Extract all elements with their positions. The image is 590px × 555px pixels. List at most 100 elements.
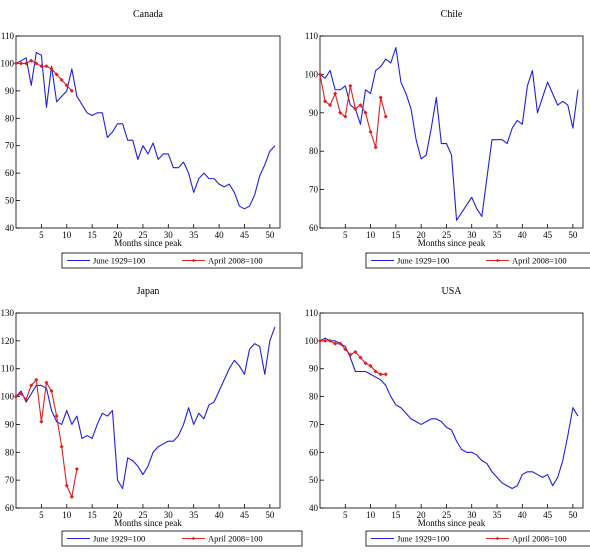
- x-tick-label: 45: [543, 510, 553, 520]
- x-tick-label: 35: [189, 230, 199, 240]
- x-tick-label: 50: [568, 230, 578, 240]
- data-point: [369, 130, 373, 134]
- x-tick-label: 35: [189, 510, 199, 520]
- data-point: [40, 420, 44, 424]
- data-point: [75, 467, 79, 471]
- data-point: [374, 146, 378, 150]
- x-tick-label: 10: [62, 510, 72, 520]
- legend-label-april-2008: April 2008=100: [512, 534, 567, 544]
- chart-title: Japan: [137, 286, 160, 297]
- data-point: [323, 339, 327, 343]
- data-point: [65, 484, 69, 488]
- x-tick-label: 5: [343, 230, 348, 240]
- x-tick-label: 15: [391, 510, 401, 520]
- legend-label-april-2008: April 2008=100: [208, 256, 263, 266]
- y-tick-label: 90: [309, 364, 319, 374]
- y-tick-label: 60: [309, 223, 319, 233]
- legend-label-april-2008: April 2008=100: [208, 534, 263, 544]
- series-line-april-2008: [320, 74, 386, 147]
- x-axis-label: Months since peak: [114, 518, 182, 528]
- y-tick-label: 60: [309, 447, 319, 457]
- legend-label-june-1929: June 1929=100: [93, 534, 145, 544]
- chart-title: Canada: [133, 9, 164, 20]
- data-point: [19, 62, 23, 66]
- y-tick-label: 90: [5, 86, 15, 96]
- y-tick-label: 70: [5, 141, 15, 151]
- y-tick-label: 110: [1, 31, 15, 41]
- x-tick-label: 15: [391, 230, 401, 240]
- x-axis-label: Months since peak: [418, 238, 486, 248]
- x-tick-label: 50: [568, 510, 578, 520]
- x-tick-label: 45: [543, 230, 553, 240]
- data-point: [384, 115, 388, 119]
- y-tick-label: 130: [1, 308, 15, 318]
- x-tick-label: 15: [88, 510, 98, 520]
- y-tick-label: 120: [1, 336, 15, 346]
- series-line-june-1929: [16, 52, 275, 208]
- x-tick-label: 35: [493, 230, 503, 240]
- x-tick-label: 50: [265, 510, 275, 520]
- y-tick-label: 50: [5, 196, 15, 206]
- x-axis-label: Months since peak: [418, 518, 486, 528]
- y-tick-label: 70: [309, 419, 319, 429]
- y-tick-label: 80: [309, 392, 319, 402]
- y-tick-label: 40: [5, 223, 15, 233]
- y-tick-label: 100: [1, 392, 15, 402]
- x-tick-label: 15: [88, 230, 98, 240]
- x-tick-label: 40: [518, 510, 528, 520]
- data-point: [349, 84, 353, 88]
- x-tick-label: 45: [240, 510, 250, 520]
- y-tick-label: 60: [5, 503, 15, 513]
- data-point: [333, 92, 337, 96]
- plot-frame: [16, 36, 280, 228]
- y-tick-label: 100: [305, 69, 319, 79]
- y-tick-label: 110: [305, 308, 319, 318]
- x-tick-label: 50: [265, 230, 275, 240]
- x-tick-label: 45: [240, 230, 250, 240]
- legend: June 1929=100 April 2008=100: [366, 253, 590, 268]
- chart-title: USA: [441, 286, 462, 297]
- y-tick-label: 70: [5, 475, 15, 485]
- x-tick-label: 10: [366, 510, 376, 520]
- legend: June 1929=100 April 2008=100: [62, 531, 302, 546]
- y-tick-label: 70: [309, 185, 319, 195]
- y-tick-label: 80: [5, 113, 15, 123]
- y-tick-label: 80: [5, 447, 15, 457]
- legend-label-june-1929: June 1929=100: [397, 256, 449, 266]
- x-tick-label: 40: [518, 230, 528, 240]
- y-tick-label: 90: [5, 419, 15, 429]
- x-tick-label: 35: [493, 510, 503, 520]
- series-line-april-2008: [320, 341, 386, 374]
- chart-title: Chile: [441, 9, 463, 20]
- legend: June 1929=100 April 2008=100: [366, 531, 590, 546]
- x-axis-label: Months since peak: [114, 238, 182, 248]
- series-line-june-1929: [320, 48, 578, 221]
- y-tick-label: 90: [309, 108, 319, 118]
- x-tick-label: 10: [366, 230, 376, 240]
- y-tick-label: 80: [309, 146, 319, 156]
- y-tick-label: 100: [1, 58, 15, 68]
- legend-label-april-2008: April 2008=100: [512, 256, 567, 266]
- x-tick-label: 5: [39, 510, 44, 520]
- legend-label-june-1929: June 1929=100: [397, 534, 449, 544]
- data-point: [379, 96, 383, 100]
- series-line-june-1929: [320, 338, 578, 488]
- series-line-april-2008: [16, 380, 77, 497]
- x-tick-label: 10: [62, 230, 72, 240]
- y-tick-label: 50: [309, 475, 319, 485]
- plot-frame: [320, 36, 583, 228]
- x-tick-label: 5: [39, 230, 44, 240]
- data-point: [55, 414, 59, 418]
- y-tick-label: 60: [5, 168, 15, 178]
- data-point: [60, 445, 64, 449]
- x-tick-label: 40: [215, 510, 225, 520]
- x-tick-label: 5: [343, 510, 348, 520]
- x-tick-label: 40: [215, 230, 225, 240]
- y-tick-label: 110: [305, 31, 319, 41]
- y-tick-label: 40: [309, 503, 319, 513]
- plot-frame: [320, 313, 583, 508]
